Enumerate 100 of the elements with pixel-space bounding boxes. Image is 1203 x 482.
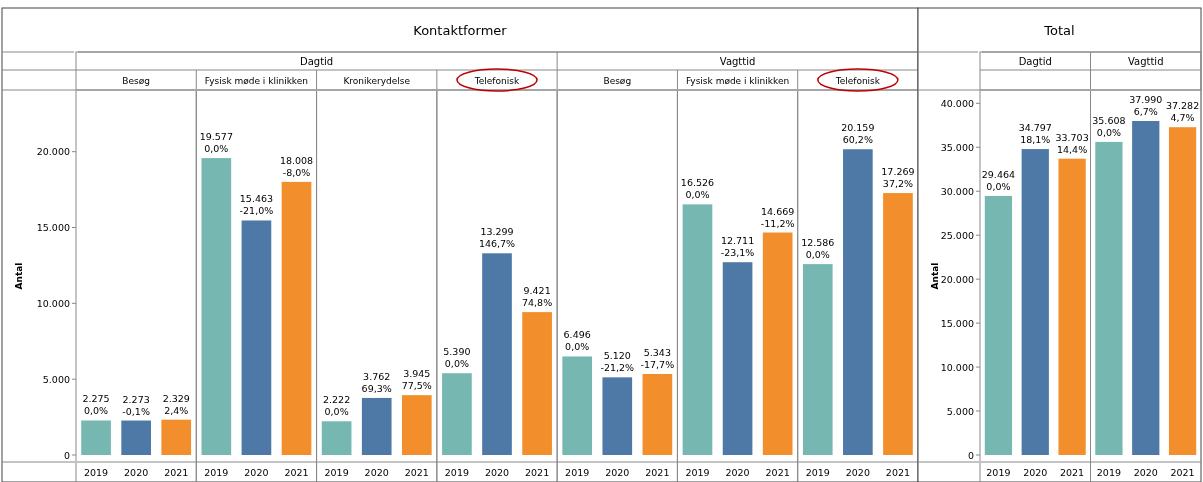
- y-tick-label: 35.000: [940, 141, 974, 153]
- bar: [442, 373, 472, 455]
- chart-title: Kontaktformer: [413, 23, 508, 38]
- y-tick-label: 0: [63, 449, 70, 461]
- x-tick-label: 2020: [244, 467, 269, 478]
- y-tick-label: 25.000: [940, 229, 974, 241]
- x-tick-label: 2020: [725, 467, 750, 478]
- data-label: 37.282 4,7%: [1165, 100, 1200, 124]
- y-tick-label: 5.000: [946, 405, 974, 417]
- data-label: 2.275 0,0%: [82, 393, 110, 417]
- y-tick-label: 15.000: [36, 222, 70, 233]
- bar: [201, 158, 232, 455]
- x-tick-label: 2020: [1023, 467, 1048, 478]
- bar: [361, 397, 392, 455]
- y-tick-label: 10.000: [940, 361, 974, 373]
- data-label: 12.711 -23,1%: [720, 235, 755, 259]
- x-tick-label: 2020: [1133, 467, 1158, 478]
- data-label: 3.762 69,3%: [361, 370, 392, 394]
- text: Vagttid: [1127, 56, 1164, 67]
- bar: [562, 356, 593, 455]
- text: Kronikerydelse: [343, 76, 411, 86]
- data-label: 37.990 6,7%: [1129, 93, 1163, 117]
- y-tick-label: 20.000: [36, 146, 70, 158]
- text: Fysisk møde i klinikken: [686, 76, 790, 86]
- bar: [802, 264, 833, 455]
- data-label: 17.269 37,2%: [881, 166, 915, 190]
- data-label: 3.945 77,5%: [401, 368, 432, 392]
- bar: [1168, 127, 1197, 455]
- data-label: 34.797 18,1%: [1018, 122, 1052, 146]
- chart-title: Total: [1043, 23, 1075, 38]
- x-tick-label: 2019: [805, 467, 830, 478]
- x-tick-label: 2021: [1170, 467, 1195, 478]
- text: Fysisk møde i klinikken: [204, 76, 308, 86]
- data-label: 5.390 0,0%: [443, 346, 471, 370]
- data-label: 19.577 0,0%: [199, 131, 233, 155]
- data-label: 14.669 -11,2%: [760, 205, 795, 229]
- bar: [1058, 158, 1086, 455]
- bar: [843, 149, 873, 455]
- x-tick-label: 2019: [324, 467, 349, 478]
- bar: [81, 420, 111, 455]
- y-tick-label: 20.000: [940, 273, 974, 285]
- data-label: 29.464 0,0%: [981, 168, 1016, 192]
- y-axis-title: Antal: [14, 262, 24, 290]
- x-tick-label: 2021: [765, 467, 790, 478]
- x-tick-label: 2020: [845, 467, 870, 478]
- bar: [121, 420, 151, 455]
- bar: [722, 262, 753, 455]
- data-label: 13.299 146,7%: [478, 226, 516, 250]
- bar: [1095, 141, 1123, 455]
- text: Vagttid: [719, 56, 756, 67]
- data-label: 5.120 -21,2%: [600, 350, 635, 374]
- x-tick-label: 2019: [565, 467, 590, 478]
- x-tick-label: 2019: [444, 467, 469, 478]
- bar: [522, 312, 552, 455]
- x-tick-label: 2019: [1096, 467, 1122, 478]
- data-label: 6.496 0,0%: [563, 329, 591, 353]
- x-tick-label: 2019: [204, 467, 229, 478]
- x-tick-label: 2020: [484, 467, 510, 478]
- y-tick-label: 5.000: [42, 373, 70, 385]
- x-tick-label: 2021: [645, 467, 670, 478]
- x-tick-label: 2019: [685, 467, 710, 478]
- y-tick-label: 15.000: [940, 317, 974, 329]
- bar: [1021, 149, 1049, 455]
- bar: [883, 193, 913, 455]
- x-tick-label: 2020: [364, 467, 389, 478]
- bar: [984, 195, 1013, 455]
- bar: [1132, 120, 1160, 455]
- y-axis-title: Antal: [930, 262, 940, 290]
- y-tick-label: 40.000: [940, 97, 974, 109]
- x-tick-label: 2021: [284, 467, 309, 478]
- x-tick-label: 2020: [124, 467, 149, 478]
- bar: [642, 373, 673, 455]
- data-label: 9.421 74,8%: [522, 285, 553, 309]
- x-tick-label: 2021: [525, 467, 550, 478]
- bar: [682, 204, 713, 455]
- text: Dagtid: [1018, 56, 1052, 67]
- data-label: 15.463 -21,0%: [239, 193, 274, 217]
- text: Besøg: [122, 76, 150, 86]
- data-label: 5.343 -17,7%: [640, 346, 675, 370]
- x-tick-label: 2019: [83, 467, 109, 478]
- bar: [321, 421, 352, 455]
- x-tick-label: 2020: [605, 467, 630, 478]
- x-tick-label: 2021: [1059, 467, 1085, 478]
- bar: [281, 181, 312, 455]
- bar: [762, 232, 793, 455]
- data-label: 33.703 14,4%: [1055, 131, 1089, 155]
- data-label: 20.159 60,2%: [841, 122, 875, 146]
- data-label: 35.608 0,0%: [1092, 114, 1126, 138]
- x-tick-label: 2021: [164, 467, 189, 478]
- bar: [401, 395, 432, 455]
- data-label: 2.329 2,4%: [162, 392, 190, 416]
- bar: [241, 220, 272, 455]
- text: Besøg: [603, 76, 632, 86]
- x-tick-label: 2021: [885, 467, 911, 478]
- bar: [161, 419, 192, 455]
- text: Telefonisk: [473, 76, 520, 86]
- bar: [482, 253, 512, 455]
- data-label: 2.273 -0,1%: [122, 393, 150, 417]
- y-tick-label: 0: [967, 449, 974, 461]
- text: Telefonisk: [834, 76, 881, 86]
